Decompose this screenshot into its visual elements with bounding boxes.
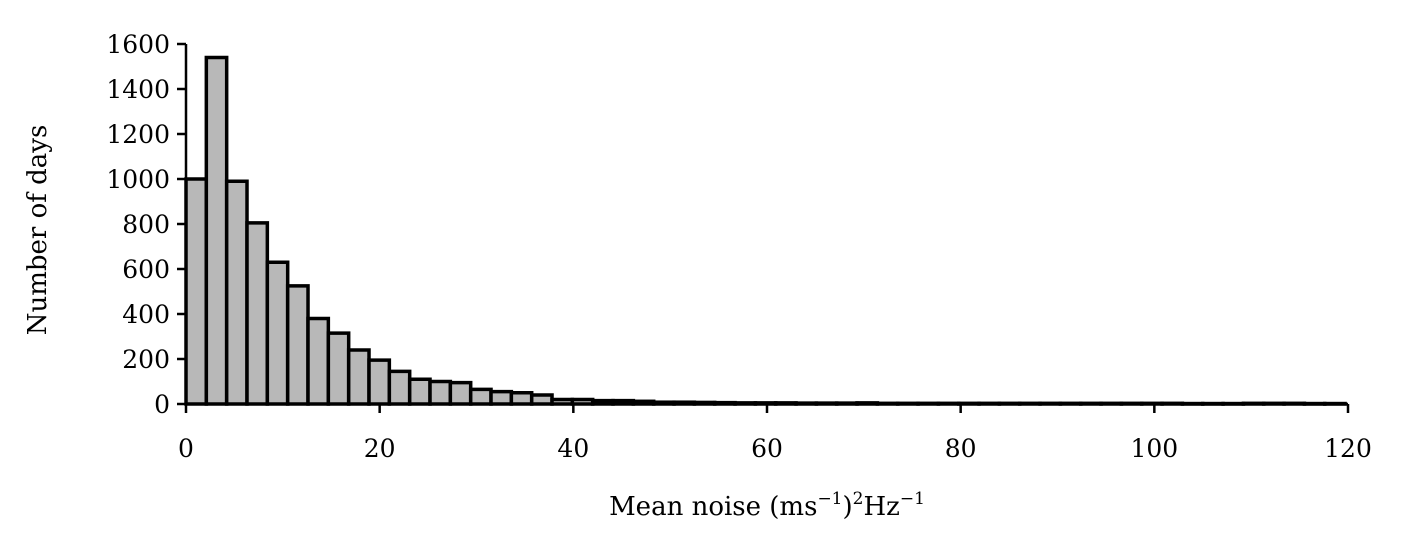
x-axis-label-superscript: −1 — [900, 489, 925, 509]
histogram-bar — [204, 55, 229, 406]
histogram-bar — [285, 284, 310, 406]
histogram-bar — [184, 177, 209, 406]
x-tick-label: 80 — [945, 434, 977, 463]
x-tick-label: 0 — [178, 434, 194, 463]
histogram-bar — [387, 369, 412, 406]
histogram-bar — [245, 221, 270, 406]
y-tick-label: 600 — [122, 255, 170, 284]
x-tick-label: 20 — [364, 434, 396, 463]
y-tick-label: 1600 — [106, 30, 170, 59]
x-tick-label: 100 — [1130, 434, 1178, 463]
y-tick-label: 1400 — [106, 75, 170, 104]
histogram-bar — [509, 391, 534, 406]
histogram-bar — [407, 377, 432, 406]
y-tick-label: 1000 — [106, 165, 170, 194]
x-tick-label: 60 — [751, 434, 783, 463]
y-tick-label: 200 — [122, 345, 170, 374]
x-tick-label: 40 — [557, 434, 589, 463]
histogram-bar — [367, 358, 392, 406]
histogram-bar — [529, 393, 554, 406]
histogram-bar — [468, 387, 493, 406]
histogram-bar — [428, 379, 453, 406]
histogram-bar — [346, 348, 371, 406]
y-tick-label: 1200 — [106, 120, 170, 149]
histogram-bar — [265, 260, 290, 406]
axes-group: 0 200 400 600 800 1000 1200 1400 1600 0 20 40 60 80 10… — [106, 30, 1371, 463]
y-tick-label: 400 — [122, 300, 170, 329]
histogram-bar — [326, 331, 351, 406]
x-axis-label: Mean noise (ms−1)2Hz−1 — [609, 489, 925, 522]
y-tick-label: 0 — [154, 390, 170, 419]
x-axis-label-part: Hz — [863, 492, 899, 522]
x-axis-label-part: Mean noise (ms — [609, 492, 817, 522]
x-tick-label: 120 — [1324, 434, 1372, 463]
x-axis-label-superscript: −1 — [817, 489, 842, 509]
histogram-bar — [306, 316, 331, 406]
histogram-bar — [224, 179, 249, 406]
y-tick-label: 800 — [122, 210, 170, 239]
x-axis-label-part: ) — [843, 492, 853, 522]
histogram-bar — [489, 389, 514, 406]
bars-group — [184, 55, 1347, 406]
y-axis-label: Number of days — [23, 125, 53, 336]
x-axis-label-superscript: 2 — [853, 489, 864, 509]
histogram-bar — [448, 380, 473, 406]
